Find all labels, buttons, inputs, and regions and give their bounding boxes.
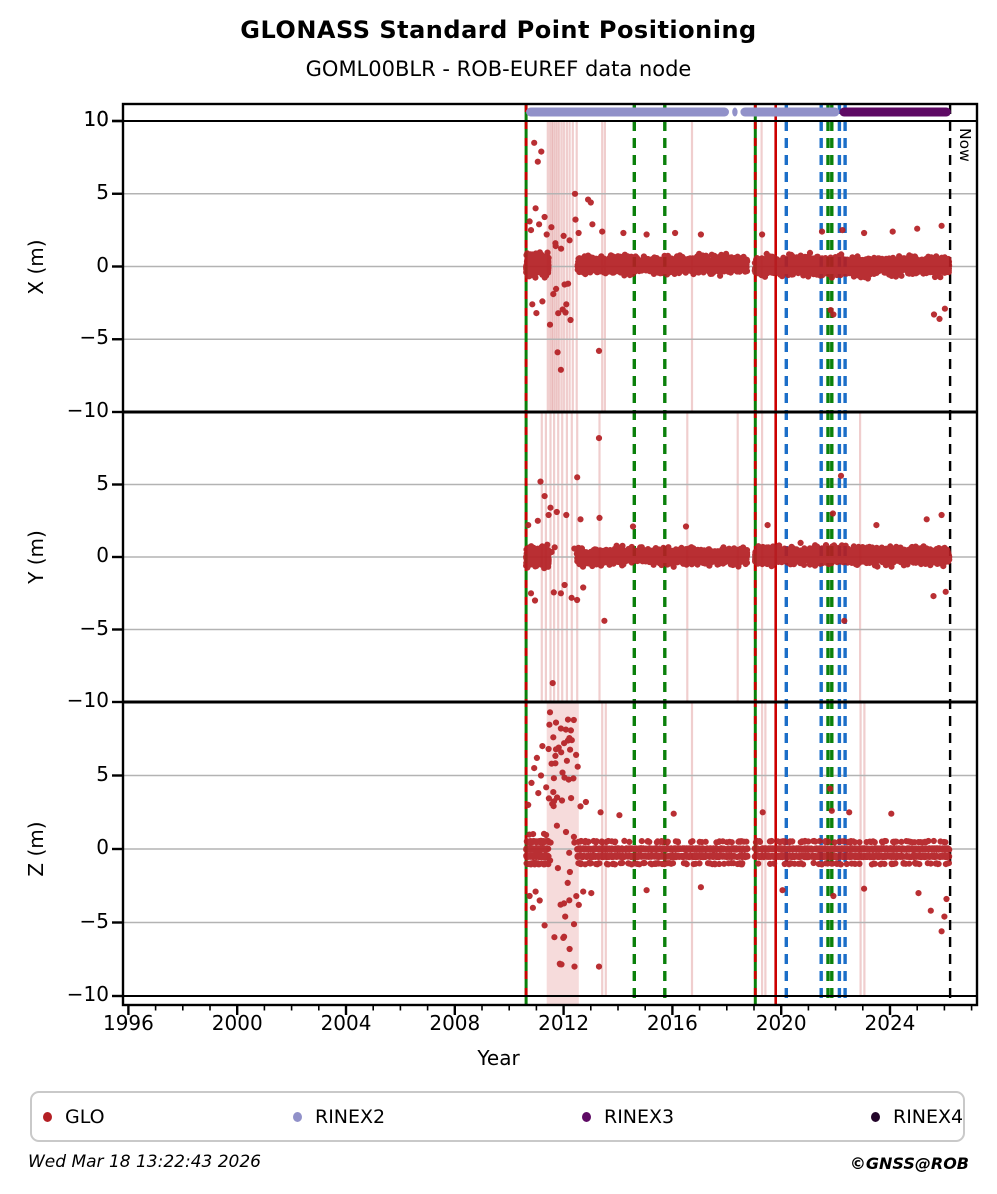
legend-label: RINEX4	[893, 1105, 964, 1128]
rinex2-marker-icon	[293, 1111, 302, 1122]
timestamp: Wed Mar 18 13:22:43 2026	[28, 1152, 261, 1172]
legend-label: RINEX2	[315, 1105, 386, 1128]
chart-title: GLONASS Standard Point Positioning	[240, 16, 757, 44]
copyright: ©GNSS@ROB	[849, 1154, 969, 1173]
legend-item-rinex3: RINEX3	[582, 1093, 674, 1140]
legend-item-rinex2: RINEX2	[293, 1093, 385, 1140]
legend-item-rinex4: RINEX4	[871, 1093, 963, 1140]
legend-item-glo: GLO	[43, 1093, 105, 1140]
glo-marker-icon	[43, 1111, 52, 1122]
legend-label: RINEX3	[604, 1105, 675, 1128]
rinex4-marker-icon	[871, 1111, 880, 1122]
chart-subtitle: GOML00BLR - ROB-EUREF data node	[305, 57, 692, 81]
rinex3-marker-icon	[582, 1111, 591, 1122]
legend-box: GLO RINEX2 RINEX3 RINEX4	[30, 1091, 965, 1142]
legend-label: GLO	[65, 1105, 105, 1128]
